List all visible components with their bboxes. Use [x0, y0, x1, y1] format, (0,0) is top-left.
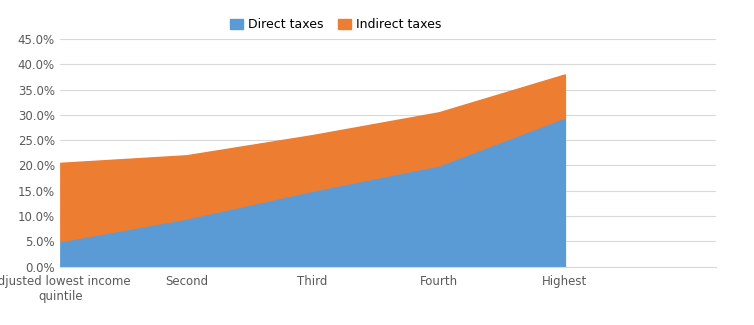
Legend: Direct taxes, Indirect taxes: Direct taxes, Indirect taxes	[225, 13, 446, 36]
